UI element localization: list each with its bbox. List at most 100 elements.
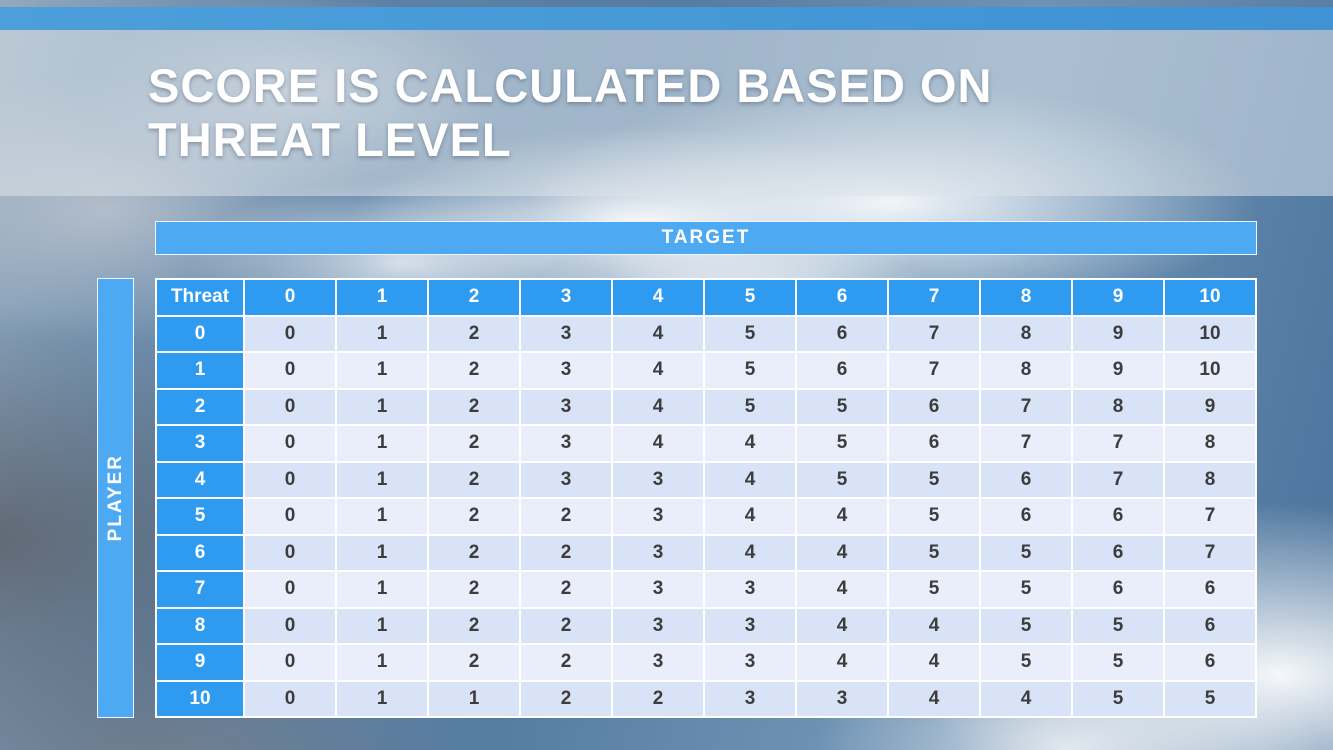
column-header-cell: 0	[245, 280, 335, 315]
table-row: 0 0 1 2 3 4 5 6 7 8 9 10	[157, 316, 1255, 351]
score-cell: 2	[429, 353, 519, 388]
score-cell: 6	[797, 353, 887, 388]
column-header-cell: 3	[521, 280, 611, 315]
x-axis-label: TARGET	[661, 227, 751, 248]
score-cell: 6	[1165, 572, 1255, 607]
score-cell: 6	[889, 426, 979, 461]
score-cell: 1	[337, 426, 427, 461]
score-cell: 3	[705, 572, 795, 607]
title-band: SCORE IS CALCULATED BASED ON THREAT LEVE…	[0, 30, 1333, 196]
row-header-cell: 9	[157, 645, 243, 680]
score-cell: 7	[1073, 426, 1163, 461]
row-header-cell: 1	[157, 353, 243, 388]
score-cell: 2	[521, 645, 611, 680]
score-cell: 5	[797, 389, 887, 424]
score-cell: 0	[245, 572, 335, 607]
score-cell: 3	[521, 426, 611, 461]
table-row: 1 0 1 2 3 4 5 6 7 8 9 10	[157, 353, 1255, 388]
row-header-cell: 7	[157, 572, 243, 607]
score-cell: 1	[337, 316, 427, 351]
score-cell: 1	[337, 608, 427, 643]
score-cell: 6	[1165, 645, 1255, 680]
score-cell: 1	[337, 353, 427, 388]
score-cell: 4	[613, 426, 703, 461]
row-header-cell: 8	[157, 608, 243, 643]
y-axis-label: PLAYER	[104, 454, 126, 542]
score-cell: 8	[981, 353, 1071, 388]
score-cell: 7	[1165, 535, 1255, 570]
score-cell: 5	[797, 462, 887, 497]
score-cell: 0	[245, 645, 335, 680]
score-cell: 3	[705, 681, 795, 716]
score-cell: 3	[613, 535, 703, 570]
score-cell: 7	[889, 353, 979, 388]
score-cell: 3	[613, 572, 703, 607]
score-cell: 0	[245, 608, 335, 643]
score-cell: 6	[1165, 608, 1255, 643]
table-row: 10 0 1 1 2 2 3 3 4 4 5 5	[157, 681, 1255, 716]
score-cell: 6	[797, 316, 887, 351]
column-header-cell: 6	[797, 280, 887, 315]
column-header-cell: 2	[429, 280, 519, 315]
score-cell: 5	[981, 572, 1071, 607]
corner-header-cell: Threat	[157, 280, 243, 315]
score-cell: 1	[337, 572, 427, 607]
top-accent-strip	[0, 7, 1333, 30]
score-cell: 4	[889, 681, 979, 716]
score-cell: 5	[1073, 645, 1163, 680]
score-cell: 1	[337, 499, 427, 534]
row-header-cell: 2	[157, 389, 243, 424]
score-cell: 9	[1073, 316, 1163, 351]
score-cell: 3	[521, 462, 611, 497]
score-cell: 3	[705, 645, 795, 680]
score-cell: 4	[705, 535, 795, 570]
score-cell: 2	[429, 572, 519, 607]
score-cell: 1	[337, 645, 427, 680]
column-header-cell: 8	[981, 280, 1071, 315]
x-axis-label-bar: TARGET	[155, 221, 1257, 255]
y-axis-label-bar: PLAYER	[97, 278, 134, 718]
score-cell: 3	[797, 681, 887, 716]
score-cell: 3	[613, 499, 703, 534]
score-cell: 0	[245, 426, 335, 461]
score-cell: 2	[429, 462, 519, 497]
slide-title: SCORE IS CALCULATED BASED ON THREAT LEVE…	[148, 59, 992, 166]
row-header-cell: 5	[157, 499, 243, 534]
score-cell: 5	[889, 535, 979, 570]
score-cell: 5	[981, 645, 1071, 680]
score-cell: 0	[245, 316, 335, 351]
score-cell: 2	[429, 645, 519, 680]
score-cell: 2	[521, 572, 611, 607]
score-cell: 0	[245, 353, 335, 388]
score-cell: 0	[245, 535, 335, 570]
score-cell: 1	[337, 389, 427, 424]
score-cell: 2	[429, 316, 519, 351]
score-cell: 3	[521, 353, 611, 388]
score-cell: 4	[797, 645, 887, 680]
score-cell: 4	[613, 316, 703, 351]
score-cell: 0	[245, 462, 335, 497]
score-cell: 5	[705, 389, 795, 424]
score-cell: 3	[613, 462, 703, 497]
score-cell: 2	[429, 426, 519, 461]
row-header-cell: 4	[157, 462, 243, 497]
score-cell: 1	[337, 535, 427, 570]
column-header-cell: 4	[613, 280, 703, 315]
score-cell: 6	[1073, 572, 1163, 607]
score-cell: 6	[889, 389, 979, 424]
score-cell: 5	[889, 572, 979, 607]
score-cell: 6	[981, 499, 1071, 534]
score-cell: 2	[521, 535, 611, 570]
score-cell: 4	[797, 608, 887, 643]
score-cell: 0	[245, 389, 335, 424]
title-line-1: SCORE IS CALCULATED BASED ON	[148, 59, 993, 113]
score-cell: 2	[521, 608, 611, 643]
column-header-cell: 10	[1165, 280, 1255, 315]
